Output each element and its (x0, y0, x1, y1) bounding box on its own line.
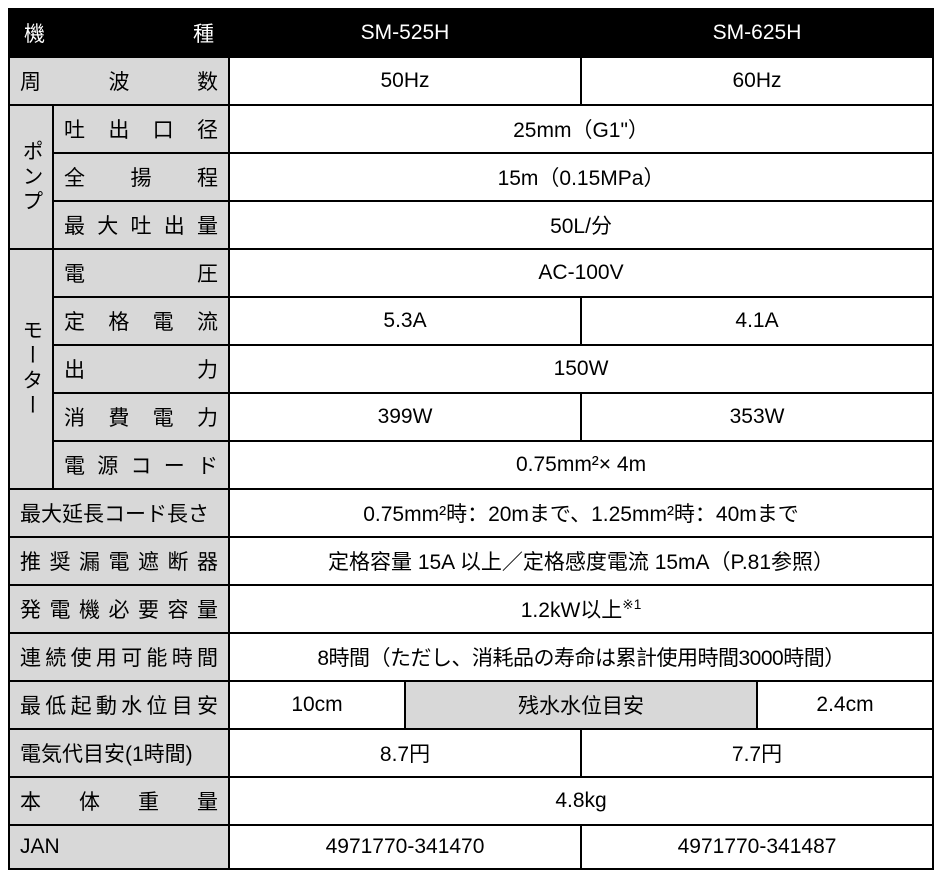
gen-val: 1.2kW以上※1 (229, 585, 933, 633)
elcb-val: 定格容量 15A 以上／定格感度電流 15mA（P.81参照） (229, 537, 933, 585)
gen-label: 発電機必要容量 (9, 585, 229, 633)
cont-val: 8時間（ただし、消耗品の寿命は累計使用時間3000時間） (229, 633, 933, 681)
gen-val-sup: ※1 (622, 597, 641, 612)
motor-power-b: 353W (581, 393, 933, 441)
gen-val-pre: 1.2kW以上 (521, 599, 623, 622)
pump-maxflow-val: 50L/分 (229, 201, 933, 249)
jan-b: 4971770-341487 (581, 825, 933, 869)
motor-current-a: 5.3A (229, 297, 581, 345)
cont-label: 連続使用可能時間 (9, 633, 229, 681)
jan-label: JAN (9, 825, 229, 869)
table-row: ポンプ 吐出口径 25mm（G1"） (9, 105, 933, 153)
table-row: 電源コード 0.75mm²× 4m (9, 441, 933, 489)
pump-maxflow-label: 最大吐出量 (53, 201, 229, 249)
pump-head-val: 15m（0.15MPa） (229, 153, 933, 201)
jan-a: 4971770-341470 (229, 825, 581, 869)
table-row: 電気代目安(1時間) 8.7円 7.7円 (9, 729, 933, 777)
start-mid-label: 残水水位目安 (405, 681, 757, 729)
elec-a: 8.7円 (229, 729, 581, 777)
table-row: 最大延長コード長さ 0.75mm²時：20mまで、1.25mm²時：40mまで (9, 489, 933, 537)
table-row: 推奨漏電遮断器 定格容量 15A 以上／定格感度電流 15mA（P.81参照） (9, 537, 933, 585)
motor-voltage-label: 電圧 (53, 249, 229, 297)
spec-table: 機種 SM-525H SM-625H 周波数 50Hz 60Hz ポンプ 吐出口… (8, 8, 934, 870)
table-row: 機種 SM-525H SM-625H (9, 9, 933, 57)
motor-current-b: 4.1A (581, 297, 933, 345)
header-model-b: SM-625H (581, 9, 933, 57)
table-row: 発電機必要容量 1.2kW以上※1 (9, 585, 933, 633)
motor-output-val: 150W (229, 345, 933, 393)
motor-output-label: 出力 (53, 345, 229, 393)
weight-label: 本体重量 (9, 777, 229, 825)
weight-val: 4.8kg (229, 777, 933, 825)
ext-val: 0.75mm²時：20mまで、1.25mm²時：40mまで (229, 489, 933, 537)
elec-b: 7.7円 (581, 729, 933, 777)
table-row: 周波数 50Hz 60Hz (9, 57, 933, 105)
table-row: 連続使用可能時間 8時間（ただし、消耗品の寿命は累計使用時間3000時間） (9, 633, 933, 681)
table-row: 定格電流 5.3A 4.1A (9, 297, 933, 345)
motor-power-label: 消費電力 (53, 393, 229, 441)
motor-cord-val: 0.75mm²× 4m (229, 441, 933, 489)
motor-power-a: 399W (229, 393, 581, 441)
ext-label: 最大延長コード長さ (9, 489, 229, 537)
table-row: モーター 電圧 AC-100V (9, 249, 933, 297)
start-a: 10cm (229, 681, 405, 729)
freq-a: 50Hz (229, 57, 581, 105)
start-b: 2.4cm (757, 681, 933, 729)
elcb-label: 推奨漏電遮断器 (9, 537, 229, 585)
table-row: JAN 4971770-341470 4971770-341487 (9, 825, 933, 869)
pump-outlet-val: 25mm（G1"） (229, 105, 933, 153)
table-row: 最大吐出量 50L/分 (9, 201, 933, 249)
table-row: 本体重量 4.8kg (9, 777, 933, 825)
pump-group-label: ポンプ (9, 105, 53, 249)
freq-label: 周波数 (9, 57, 229, 105)
freq-b: 60Hz (581, 57, 933, 105)
motor-cord-label: 電源コード (53, 441, 229, 489)
table-row: 全揚程 15m（0.15MPa） (9, 153, 933, 201)
start-label: 最低起動水位目安 (9, 681, 229, 729)
table-row: 消費電力 399W 353W (9, 393, 933, 441)
table-row: 出力 150W (9, 345, 933, 393)
elec-label: 電気代目安(1時間) (9, 729, 229, 777)
motor-current-label: 定格電流 (53, 297, 229, 345)
header-model-a: SM-525H (229, 9, 581, 57)
motor-voltage-val: AC-100V (229, 249, 933, 297)
pump-head-label: 全揚程 (53, 153, 229, 201)
table-row: 最低起動水位目安 10cm 残水水位目安 2.4cm (9, 681, 933, 729)
pump-outlet-label: 吐出口径 (53, 105, 229, 153)
motor-group-label: モーター (9, 249, 53, 489)
header-model-label: 機種 (9, 9, 229, 57)
